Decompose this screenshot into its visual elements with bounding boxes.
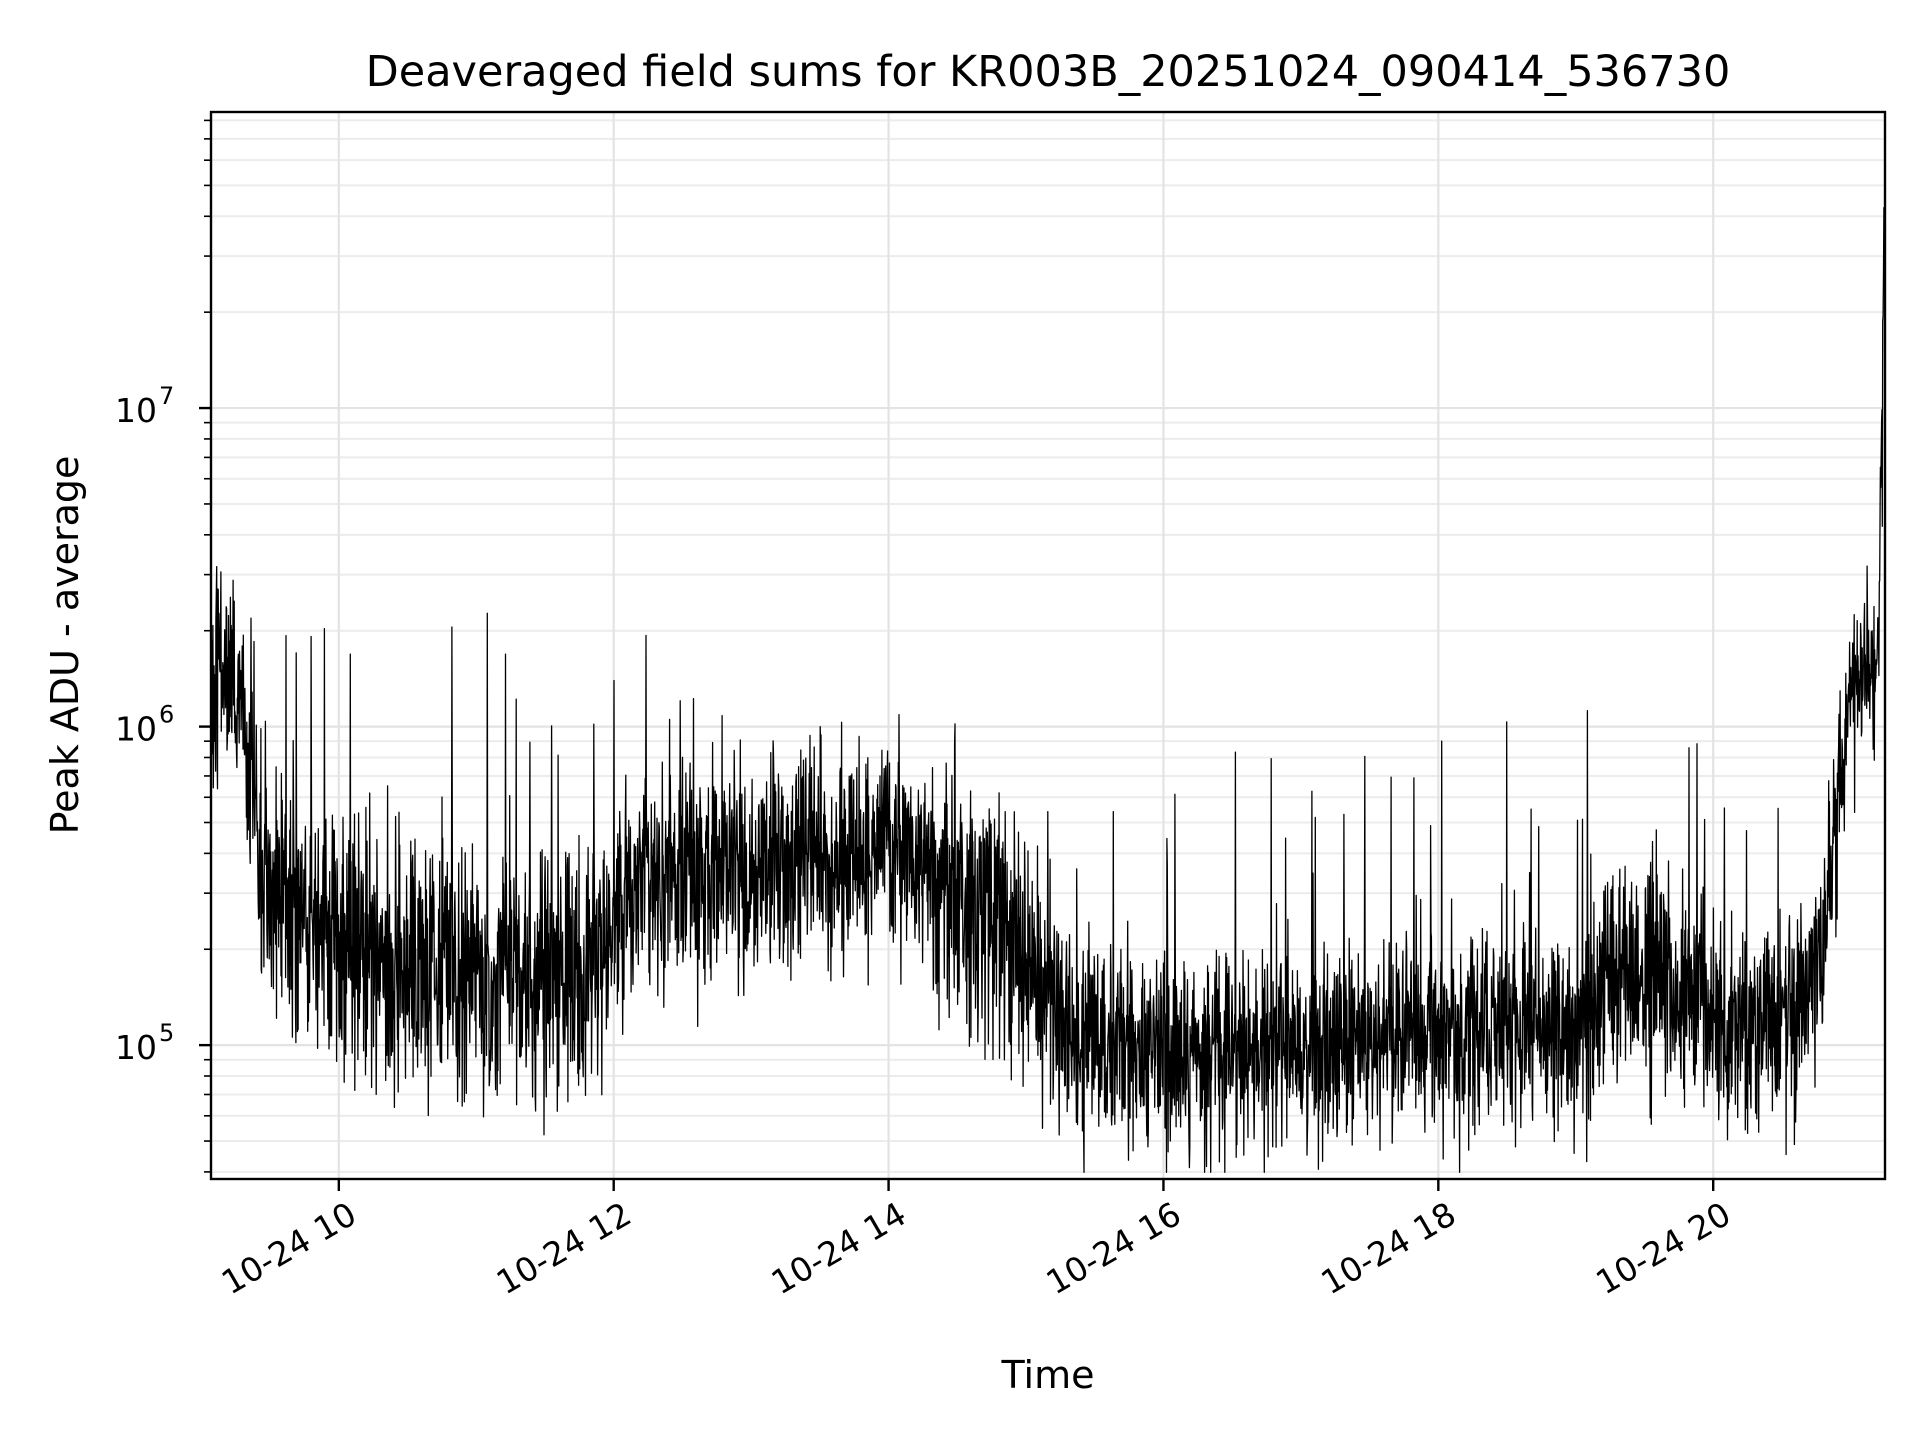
series-line	[210, 207, 1886, 1173]
y-tick-exponent: 6	[159, 701, 174, 729]
y-tick-label: 10	[115, 1028, 157, 1067]
y-tick-label: 10	[115, 710, 157, 749]
y-tick-label: 10	[115, 391, 157, 430]
y-tick-exponent: 7	[159, 382, 174, 410]
series-layer	[210, 207, 1886, 1173]
plot-frame	[209, 110, 1887, 1181]
y-axis-label: Peak ADU - average	[43, 456, 87, 835]
x-axis-label: Time	[1001, 1353, 1095, 1397]
chart-title: Deaveraged field sums for KR003B_2025102…	[366, 47, 1731, 97]
y-tick-exponent: 5	[159, 1019, 174, 1047]
